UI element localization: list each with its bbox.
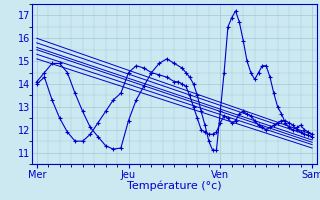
X-axis label: Température (°c): Température (°c) — [127, 181, 222, 191]
